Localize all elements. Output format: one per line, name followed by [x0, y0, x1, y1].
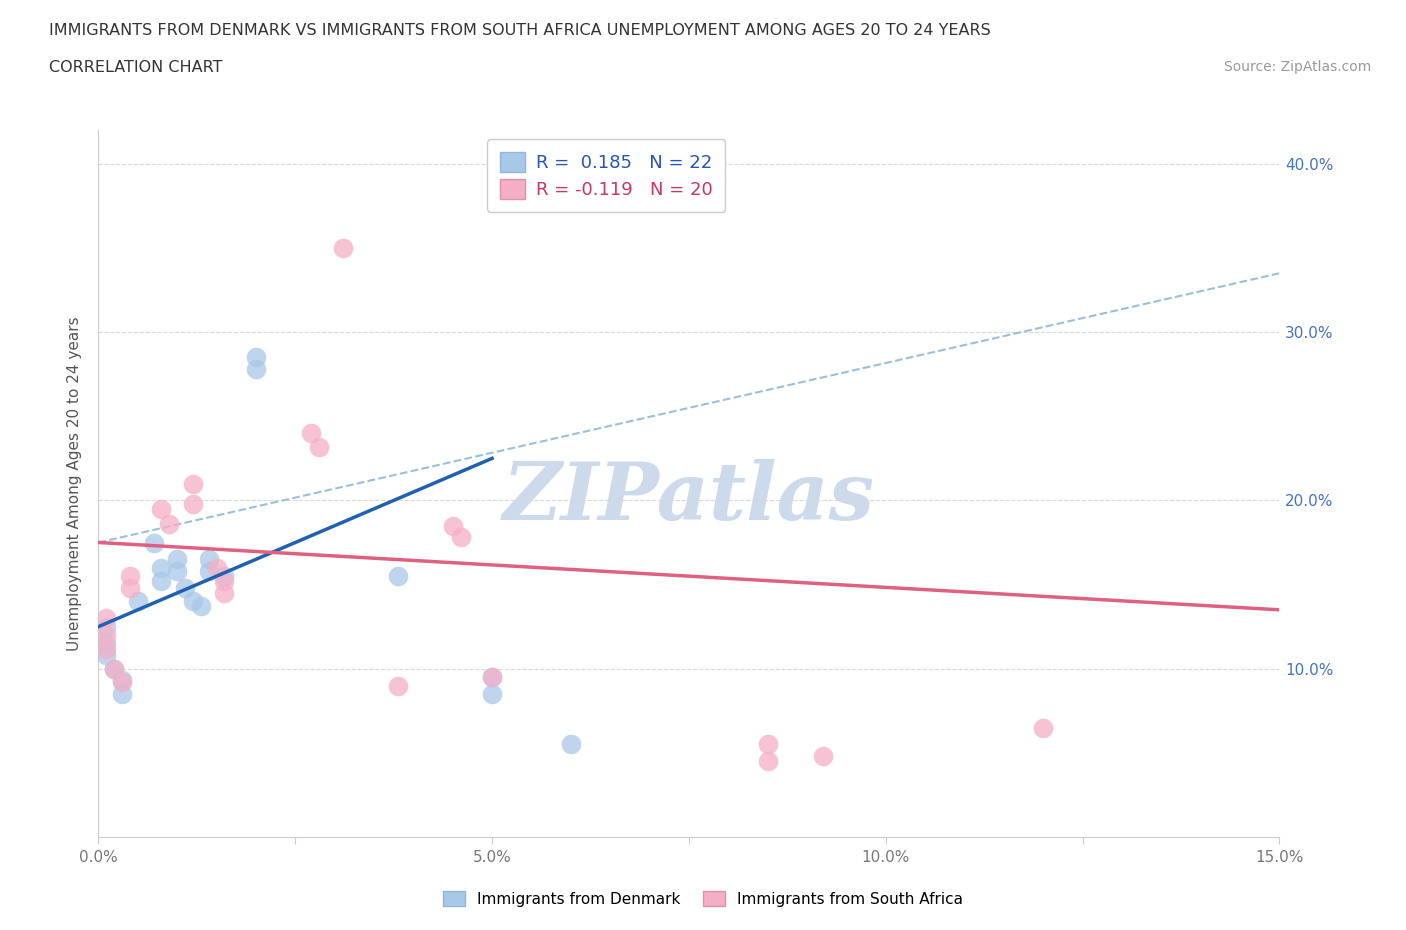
Point [103, 661, 125, 676]
Point [96, 641, 118, 656]
Text: IMMIGRANTS FROM DENMARK VS IMMIGRANTS FROM SOUTH AFRICA UNEMPLOYMENT AMONG AGES : IMMIGRANTS FROM DENMARK VS IMMIGRANTS FR… [49, 23, 991, 38]
Point [166, 551, 188, 566]
Point [214, 586, 236, 601]
Point [127, 594, 149, 609]
Legend: Immigrants from Denmark, Immigrants from South Africa: Immigrants from Denmark, Immigrants from… [437, 885, 969, 913]
Point [197, 564, 219, 578]
Y-axis label: Unemployment Among Ages 20 to 24 years: Unemployment Among Ages 20 to 24 years [67, 316, 83, 651]
Point [332, 241, 354, 256]
Point [111, 673, 134, 688]
Point [214, 574, 236, 589]
Point [96, 648, 118, 663]
Point [174, 580, 197, 595]
Point [387, 569, 409, 584]
Point [197, 551, 219, 566]
Point [756, 754, 779, 769]
Point [756, 737, 779, 751]
Text: ZIPatlas: ZIPatlas [503, 459, 875, 537]
Point [157, 516, 180, 531]
Point [118, 569, 141, 584]
Point [150, 574, 173, 589]
Point [181, 497, 204, 512]
Point [111, 686, 134, 701]
Point [190, 599, 212, 614]
Point [214, 569, 236, 584]
Point [166, 564, 188, 578]
Point [96, 619, 118, 634]
Point [150, 560, 173, 575]
Legend: R =  0.185   N = 22, R = -0.119   N = 20: R = 0.185 N = 22, R = -0.119 N = 20 [488, 140, 725, 211]
Point [560, 737, 582, 751]
Point [481, 670, 503, 684]
Point [481, 686, 503, 701]
Point [387, 678, 409, 693]
Point [118, 580, 141, 595]
Point [245, 350, 267, 365]
Point [96, 636, 118, 651]
Point [450, 530, 472, 545]
Point [308, 439, 330, 454]
Point [96, 628, 118, 643]
Point [181, 594, 204, 609]
Point [811, 749, 834, 764]
Point [245, 362, 267, 377]
Point [96, 611, 118, 626]
Text: CORRELATION CHART: CORRELATION CHART [49, 60, 222, 75]
Point [150, 501, 173, 516]
Text: Source: ZipAtlas.com: Source: ZipAtlas.com [1223, 60, 1371, 74]
Point [441, 518, 464, 533]
Point [299, 426, 322, 441]
Point [181, 476, 204, 491]
Point [205, 560, 228, 575]
Point [142, 535, 165, 550]
Point [111, 675, 134, 690]
Point [481, 670, 503, 684]
Point [1032, 720, 1054, 735]
Point [103, 661, 125, 676]
